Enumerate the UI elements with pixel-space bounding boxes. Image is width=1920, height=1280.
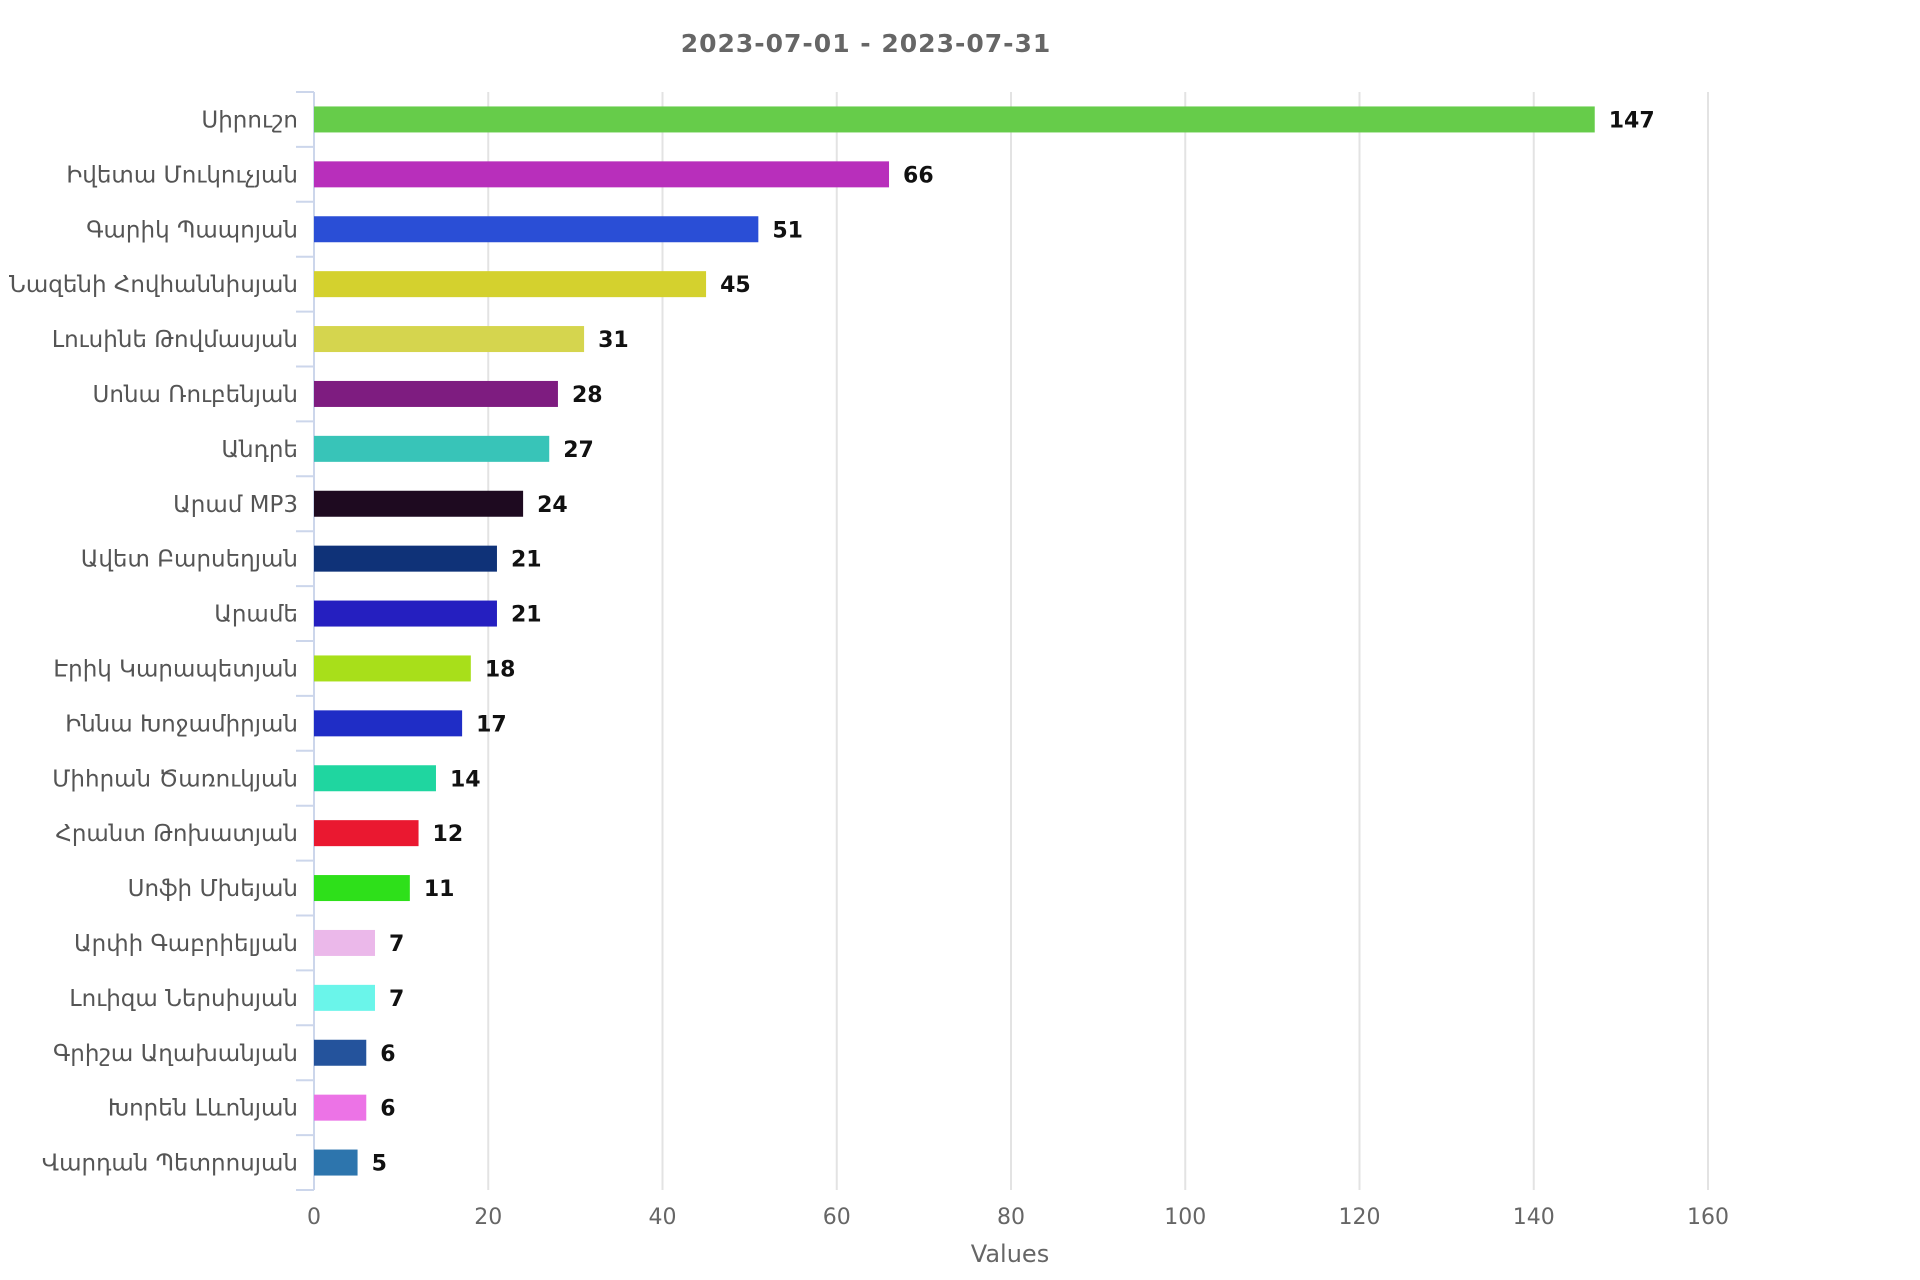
bar <box>314 106 1595 133</box>
bar <box>314 1149 358 1176</box>
category-label: Վարդան Պետրոսյան <box>42 1151 298 1177</box>
bar <box>314 435 550 462</box>
x-tick-label: 0 <box>307 1205 321 1230</box>
x-tick-label: 120 <box>1339 1205 1381 1230</box>
category-label: Խորեն Լևոնյան <box>108 1096 298 1122</box>
bar-layer <box>314 106 1595 1176</box>
data-label: 28 <box>572 383 603 408</box>
data-label: 24 <box>537 493 568 518</box>
data-label: 18 <box>485 657 516 682</box>
category-label: Սոֆի Մխեյան <box>128 876 298 902</box>
category-label: Նազենի Հովհաննիսյան <box>9 272 298 298</box>
category-label: Միհրան Ծառուկյան <box>52 766 298 792</box>
bar <box>314 545 497 572</box>
bar <box>314 271 707 298</box>
data-label: 51 <box>772 218 803 243</box>
category-label: Գրիշա Աղախանյան <box>53 1041 298 1067</box>
data-label: 21 <box>511 548 542 573</box>
x-tick-label: 20 <box>474 1205 502 1230</box>
category-label: Լուիզա Ներսիսյան <box>69 986 298 1012</box>
bar <box>314 710 463 737</box>
bar <box>314 600 497 627</box>
category-label: Արփի Գաբրիելյան <box>74 931 298 957</box>
data-label: 14 <box>450 767 481 792</box>
category-label: Հրանտ Թոխատյան <box>55 821 298 847</box>
data-label: 6 <box>380 1042 395 1067</box>
data-label: 147 <box>1609 108 1655 133</box>
data-label: 66 <box>903 163 934 188</box>
x-tick-label: 80 <box>997 1205 1025 1230</box>
category-label: Իվետա Մուկուչյան <box>66 162 298 188</box>
data-label: 31 <box>598 328 629 353</box>
bar <box>314 875 410 902</box>
data-label: 21 <box>511 603 542 628</box>
x-tick-label: 60 <box>823 1205 851 1230</box>
bar <box>314 765 436 792</box>
category-label: Էրիկ Կարապետյան <box>53 656 298 682</box>
data-label: 7 <box>389 932 404 957</box>
data-label: 7 <box>389 987 404 1012</box>
category-label: Լուսինե Թովմասյան <box>52 327 298 353</box>
grid-layer <box>487 92 1709 1190</box>
category-label: Սոնա Ռուբենյան <box>93 382 298 408</box>
x-tick-label: 100 <box>1164 1205 1206 1230</box>
bar <box>314 326 585 353</box>
data-label: 6 <box>380 1097 395 1122</box>
x-axis-title: Values <box>971 1240 1049 1268</box>
chart-title: 2023-07-01 - 2023-07-31 <box>681 29 1052 58</box>
bar <box>314 490 524 517</box>
category-label: Իննա Խոջամիրյան <box>65 711 298 737</box>
data-label: 5 <box>372 1152 387 1177</box>
data-label: 11 <box>424 877 455 902</box>
data-label: 27 <box>563 438 594 463</box>
category-label: Ավետ Բարսեղյան <box>81 547 298 573</box>
category-label: Գարիկ Պապոյան <box>86 217 298 243</box>
bar <box>314 820 419 847</box>
data-label: 12 <box>433 822 464 847</box>
bar <box>314 161 890 188</box>
category-label: Արամե <box>214 602 298 628</box>
category-label: Արամ MP3 <box>173 492 298 518</box>
bar <box>314 216 759 243</box>
data-label: 17 <box>476 712 507 737</box>
bar <box>314 929 375 956</box>
x-tick-label: 140 <box>1513 1205 1555 1230</box>
data-label: 45 <box>720 273 751 298</box>
category-label: Սիրուշո <box>201 107 298 133</box>
x-tick-label: 40 <box>649 1205 677 1230</box>
bar <box>314 1094 367 1121</box>
bar <box>314 1039 367 1066</box>
bar <box>314 984 375 1011</box>
x-tick-label: 160 <box>1687 1205 1729 1230</box>
category-label: Անդրե <box>221 437 298 463</box>
axis-layer: 0 20 40 60 80 100 120 140 160 <box>296 91 1729 1230</box>
bar <box>314 655 471 682</box>
bar <box>314 380 558 407</box>
